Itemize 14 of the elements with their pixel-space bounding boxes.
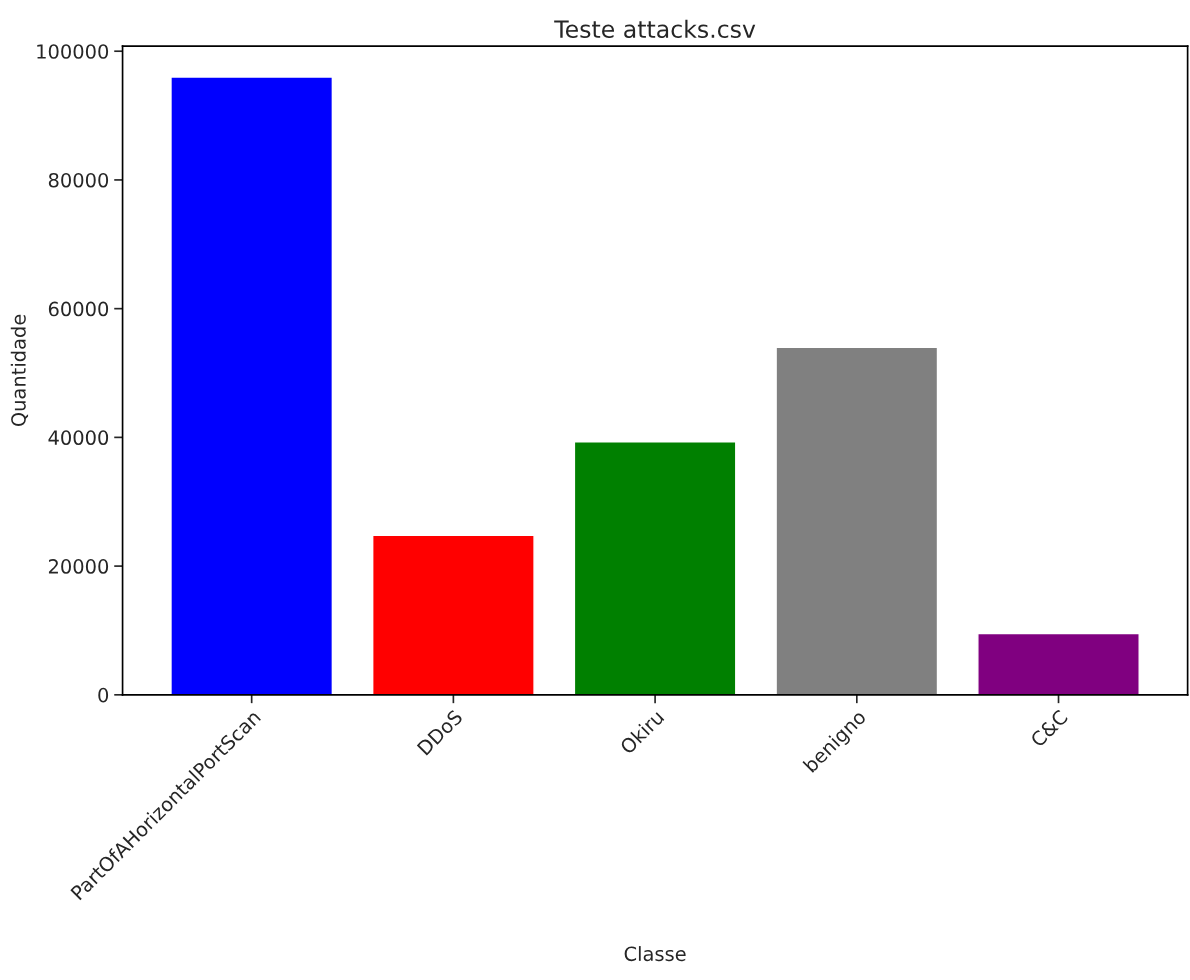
- y-tick-label: 0: [98, 687, 109, 703]
- y-tick-label: 100000: [37, 44, 109, 59]
- y-tick-label: 80000: [48, 172, 109, 188]
- bar: [775, 346, 939, 695]
- y-tick-label: 20000: [48, 559, 109, 574]
- bar: [573, 441, 737, 695]
- chart-title: Teste attacks.csv: [554, 19, 756, 39]
- bar: [170, 76, 334, 695]
- bar: [372, 534, 535, 695]
- y-tick-label: 60000: [48, 301, 109, 317]
- y-tick-label: 40000: [48, 430, 109, 446]
- x-axis-title: Classe: [624, 946, 686, 962]
- bar: [977, 632, 1140, 695]
- y-axis-title: Quantidade: [10, 314, 29, 427]
